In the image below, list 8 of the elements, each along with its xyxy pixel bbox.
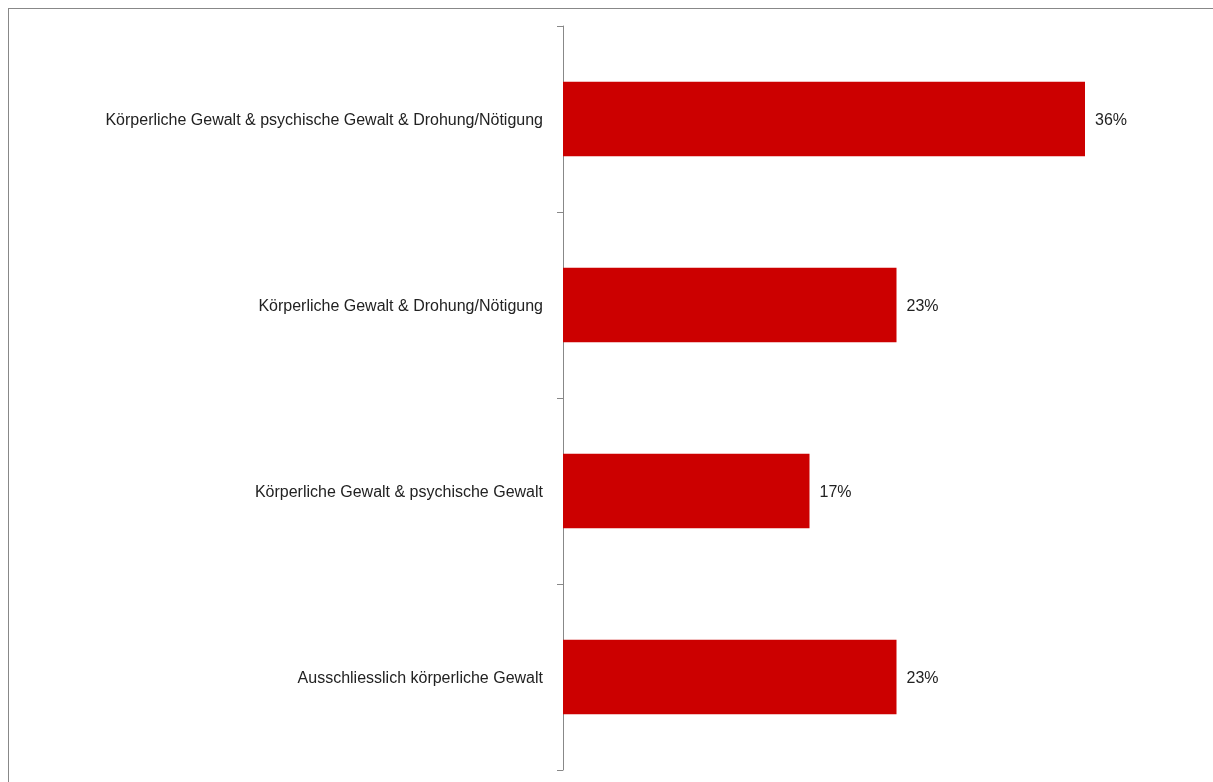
y-tick-label: Körperliche Gewalt & psychische Gewalt & Drohung/Nötigung [105,110,543,128]
data-label: 36% [1095,110,1128,128]
data-label: 23% [906,296,939,314]
data-label: 23% [906,668,939,686]
y-tick-label: Körperliche Gewalt & Drohung/Nötigung [258,296,543,314]
data-label: 17% [819,482,852,500]
y-tick-label: Körperliche Gewalt & psychische Gewalt [254,482,544,500]
y-tick-label: Ausschliesslich körperliche Gewalt [297,668,544,686]
